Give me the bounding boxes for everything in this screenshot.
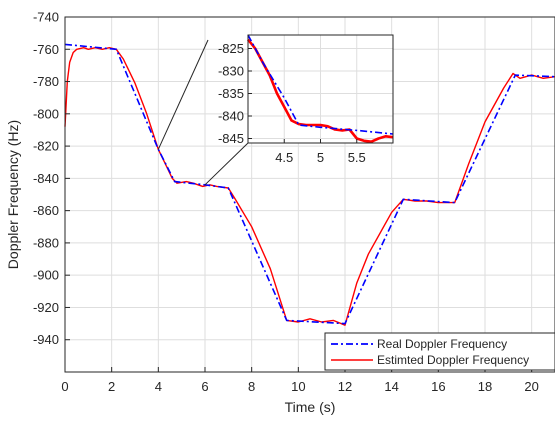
y-tick-label: -880 xyxy=(33,235,59,250)
inset-y-tick-label: -835 xyxy=(218,86,244,101)
inset-y-tick-label: -825 xyxy=(218,41,244,56)
inset-x-tick-label: 5.5 xyxy=(348,150,366,165)
inset-line-real xyxy=(247,34,394,135)
y-tick-label: -800 xyxy=(33,106,59,121)
inset-y-tick-label: -840 xyxy=(218,109,244,124)
legend-label-real: Real Doppler Frequency xyxy=(377,337,507,351)
inset-y-tick-label: -845 xyxy=(218,131,244,146)
zoom-connector-lines xyxy=(157,39,249,186)
y-tick-label: -760 xyxy=(33,42,59,57)
x-tick-label: 8 xyxy=(248,379,255,394)
x-tick-label: 14 xyxy=(384,379,398,394)
x-tick-label: 4 xyxy=(155,379,162,394)
plot-frame xyxy=(64,16,555,373)
inset-x-tick-label: 4.5 xyxy=(275,150,293,165)
x-tick-label: 12 xyxy=(338,379,352,394)
series-line-estimated xyxy=(64,47,555,326)
y-tick-label: -920 xyxy=(33,300,59,315)
y-tick-label: -900 xyxy=(33,268,59,283)
inset-zoom-plot: 4.5 5 5.5 -825 -830 -835 -840 -845 xyxy=(218,34,394,165)
connector-line-upper xyxy=(157,39,209,150)
x-axis-label: Time (s) xyxy=(285,399,336,415)
legend-box xyxy=(324,332,555,371)
x-tick-label: 18 xyxy=(478,379,492,394)
main-series-group xyxy=(64,43,555,326)
y-tick-label: -740 xyxy=(33,10,59,25)
main-ticks xyxy=(64,16,533,372)
x-tick-label: 16 xyxy=(431,379,445,394)
connector-line-lower xyxy=(204,142,249,186)
y-tick-label: -940 xyxy=(33,332,59,347)
x-tick-label: 10 xyxy=(291,379,305,394)
x-tick-label: 2 xyxy=(108,379,115,394)
y-tick-label: -820 xyxy=(33,139,59,154)
inset-y-tick-label: -830 xyxy=(218,64,244,79)
main-tick-labels: 0 2 4 6 8 10 12 14 16 18 20 -740 -760 -780 -800 -820 -84… xyxy=(33,10,539,395)
inset-x-tick-label: 5 xyxy=(317,150,324,165)
legend-label-estimated: Estimted Doppler Frequency xyxy=(377,353,529,367)
x-tick-label: 20 xyxy=(524,379,538,394)
y-tick-label: -860 xyxy=(33,203,59,218)
y-tick-label: -840 xyxy=(33,171,59,186)
x-tick-label: 6 xyxy=(201,379,208,394)
series-line-real xyxy=(64,43,555,325)
y-axis-label: Doppler Frequency (Hz) xyxy=(5,120,21,269)
legend: Real Doppler Frequency Estimted Doppler … xyxy=(324,332,555,371)
x-tick-label: 0 xyxy=(61,379,68,394)
y-tick-label: -780 xyxy=(33,74,59,89)
inset-line-estimated xyxy=(246,38,394,143)
